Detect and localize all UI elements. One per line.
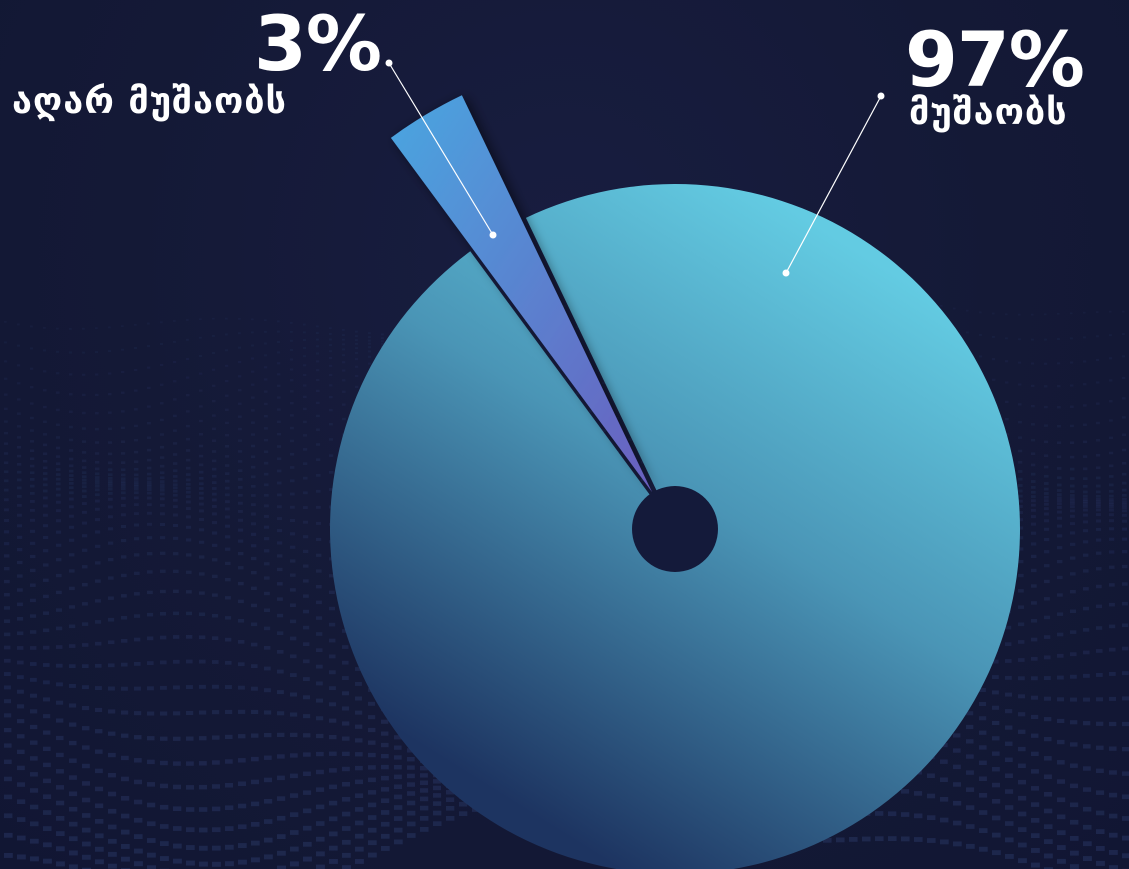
pie-slice-not-working <box>390 95 652 492</box>
slice-percent-label: 3% <box>254 0 382 88</box>
leader-line-not-working <box>385 59 497 239</box>
slice-percent-label: 97% <box>905 15 1085 104</box>
slice-name-label: მუშაობს <box>909 92 1068 133</box>
donut-hole <box>632 486 718 572</box>
slice-name-label: აღარ მუშაობს <box>12 81 288 122</box>
leader-line-working <box>782 92 885 277</box>
